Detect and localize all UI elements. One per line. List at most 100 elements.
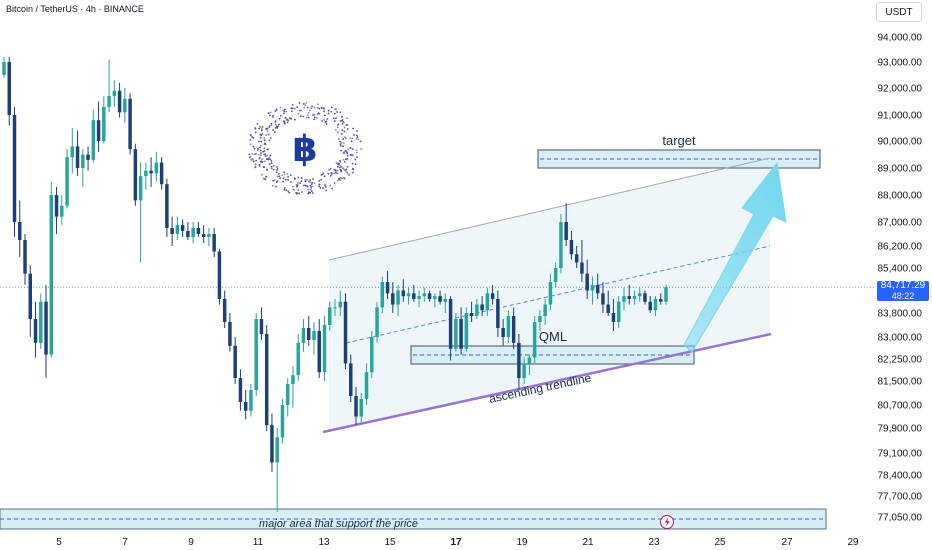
logo-halo-dot xyxy=(333,182,336,184)
logo-halo-dot xyxy=(275,171,278,174)
date-tick-label: 7 xyxy=(122,537,128,548)
logo-halo-dot xyxy=(336,126,339,129)
logo-halo-dot xyxy=(337,165,339,168)
candle-body xyxy=(123,98,127,113)
logo-halo-dot xyxy=(293,107,296,110)
logo-halo-dot xyxy=(278,117,281,120)
candle-body xyxy=(65,157,69,206)
candle-body xyxy=(23,240,27,274)
logo-halo-dot xyxy=(346,123,349,126)
logo-halo-dot xyxy=(271,184,274,187)
logo-halo-dot xyxy=(331,187,333,190)
logo-halo-dot xyxy=(272,179,274,182)
logo-halo-dot xyxy=(342,167,345,170)
logo-halo-dot xyxy=(336,169,339,172)
logo-halo-dot xyxy=(269,111,272,114)
logo-halo-dot xyxy=(325,189,328,192)
logo-halo-dot xyxy=(334,108,336,111)
logo-halo-dot xyxy=(271,116,274,119)
logo-halo-dot xyxy=(328,169,330,171)
candle-body xyxy=(643,293,647,302)
candle-body xyxy=(469,313,474,316)
candle-body xyxy=(49,195,54,355)
candle-body xyxy=(165,184,169,228)
logo-halo-dot xyxy=(322,107,324,110)
candle-body xyxy=(343,301,348,364)
lightning-icon[interactable] xyxy=(660,515,674,529)
candlesticks xyxy=(2,57,668,513)
logo-halo-dot xyxy=(340,165,343,168)
logo-halo-dot xyxy=(276,169,278,171)
logo-halo-dot xyxy=(344,136,346,139)
price-tick-label: 77,050.00 xyxy=(878,513,923,524)
qml-label: QML xyxy=(539,329,567,344)
logo-halo-dot xyxy=(329,184,332,187)
logo-halo-dot xyxy=(338,177,341,180)
logo-halo-dot xyxy=(263,166,266,169)
logo-halo-dot xyxy=(318,185,320,188)
logo-halo-dot xyxy=(249,134,252,136)
price-tick-label: 90,000.00 xyxy=(878,137,923,148)
logo-halo-dot xyxy=(290,110,293,113)
logo-halo-dot xyxy=(346,127,349,130)
price-tick-label: 77,700.00 xyxy=(878,492,923,503)
date-tick-label: 23 xyxy=(648,537,660,548)
candle-body xyxy=(233,345,237,379)
candle-body xyxy=(553,268,558,283)
logo-halo-dot xyxy=(283,173,286,176)
price-tick-label: 93,000.00 xyxy=(878,58,923,69)
logo-halo-dot xyxy=(340,149,342,152)
logo-halo-dot xyxy=(356,134,358,137)
logo-halo-dot xyxy=(327,112,330,115)
logo-halo-dot xyxy=(312,178,314,180)
candle-body xyxy=(417,296,421,299)
logo-halo-dot xyxy=(313,182,316,185)
logo-halo-dot xyxy=(297,189,300,191)
logo-halo-dot xyxy=(288,191,291,194)
candle-body xyxy=(259,319,264,334)
candle-body xyxy=(207,234,211,237)
logo-halo-dot xyxy=(346,152,349,155)
logo-halo-dot xyxy=(310,107,313,110)
logo-halo-dot xyxy=(268,126,271,128)
logo-halo-dot xyxy=(259,149,262,152)
logo-halo-dot xyxy=(260,127,263,130)
candle-body xyxy=(548,282,553,305)
candle-body xyxy=(532,322,537,358)
candle-body xyxy=(133,149,138,201)
currency-selector[interactable]: USDT xyxy=(876,2,922,22)
logo-halo-dot xyxy=(324,184,326,187)
candle-body xyxy=(243,402,248,411)
logo-halo-dot xyxy=(284,116,287,119)
logo-halo-dot xyxy=(339,140,341,143)
logo-halo-dot xyxy=(282,177,285,180)
logo-halo-dot xyxy=(306,114,309,117)
logo-halo-dot xyxy=(264,143,267,146)
logo-halo-dot xyxy=(291,107,294,110)
logo-halo-dot xyxy=(270,162,273,165)
price-tick-label: 92,000.00 xyxy=(878,84,923,95)
price-tick-label: 91,000.00 xyxy=(878,111,923,122)
target-zone xyxy=(537,149,821,169)
candle-body xyxy=(18,222,22,240)
candle-body xyxy=(354,396,358,417)
candle-body xyxy=(448,298,453,349)
candle-body xyxy=(611,313,616,322)
candle-body xyxy=(91,120,96,160)
candle-body xyxy=(306,328,311,340)
logo-halo-dot xyxy=(300,191,303,193)
logo-halo-dot xyxy=(333,168,336,171)
logo-halo-dot xyxy=(253,153,256,156)
target-label: target xyxy=(662,133,696,148)
logo-halo-dot xyxy=(283,122,286,125)
qml-zone xyxy=(410,345,695,365)
candle-body xyxy=(475,304,479,316)
candle-body xyxy=(75,146,80,168)
candle-body xyxy=(385,282,390,294)
channel-mid-line xyxy=(345,245,771,344)
candle-body xyxy=(264,334,269,426)
logo-halo-dot xyxy=(339,179,342,182)
logo-halo-dot xyxy=(261,126,264,128)
logo-halo-dot xyxy=(256,122,259,125)
